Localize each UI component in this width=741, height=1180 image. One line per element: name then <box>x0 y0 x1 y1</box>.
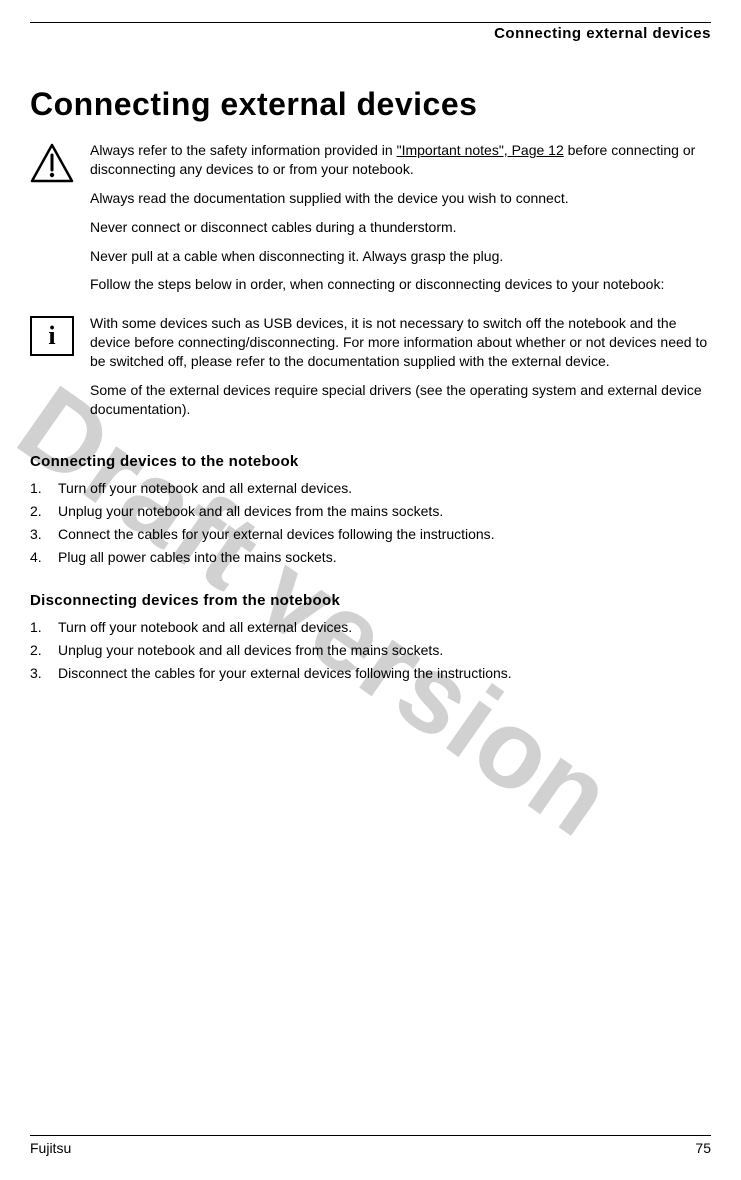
important-notes-link[interactable]: "Important notes", Page 12 <box>397 142 564 158</box>
warning-block: Always refer to the safety information p… <box>30 141 711 304</box>
disconnect-steps: Turn off your notebook and all external … <box>30 617 711 684</box>
warning-p4: Never pull at a cable when disconnecting… <box>90 247 711 266</box>
connect-steps: Turn off your notebook and all external … <box>30 478 711 568</box>
warning-p1-prefix: Always refer to the safety information p… <box>90 142 397 158</box>
footer-right: 75 <box>695 1140 711 1156</box>
warning-p1: Always refer to the safety information p… <box>90 141 711 179</box>
info-block: i With some devices such as USB devices,… <box>30 314 711 428</box>
connect-step: Unplug your notebook and all devices fro… <box>30 501 711 522</box>
info-text: With some devices such as USB devices, i… <box>90 314 711 428</box>
footer-row: Fujitsu 75 <box>30 1140 711 1156</box>
disconnect-step: Turn off your notebook and all external … <box>30 617 711 638</box>
connect-step: Turn off your notebook and all external … <box>30 478 711 499</box>
page: Draft version Connecting external device… <box>0 22 741 1180</box>
disconnect-heading: Disconnecting devices from the notebook <box>30 592 711 609</box>
warning-text: Always refer to the safety information p… <box>90 141 711 304</box>
warning-icon-col <box>30 141 90 188</box>
connect-heading: Connecting devices to the notebook <box>30 453 711 470</box>
warning-p5: Follow the steps below in order, when co… <box>90 275 711 294</box>
warning-p3: Never connect or disconnect cables durin… <box>90 218 711 237</box>
info-icon-col: i <box>30 314 90 356</box>
disconnect-step: Disconnect the cables for your external … <box>30 663 711 684</box>
warning-p2: Always read the documentation supplied w… <box>90 189 711 208</box>
info-p2: Some of the external devices require spe… <box>90 381 711 419</box>
running-head: Connecting external devices <box>30 23 711 50</box>
warning-icon <box>30 143 74 183</box>
chapter-title: Connecting external devices <box>30 86 711 123</box>
info-p1: With some devices such as USB devices, i… <box>90 314 711 371</box>
connect-step: Plug all power cables into the mains soc… <box>30 547 711 568</box>
info-icon: i <box>30 316 74 356</box>
footer-rule <box>30 1135 711 1136</box>
footer: Fujitsu 75 <box>30 1135 711 1156</box>
connect-step: Connect the cables for your external dev… <box>30 524 711 545</box>
info-i-glyph: i <box>48 323 55 349</box>
disconnect-step: Unplug your notebook and all devices fro… <box>30 640 711 661</box>
content: Connecting external devices Connecting e… <box>30 22 711 684</box>
footer-left: Fujitsu <box>30 1140 71 1156</box>
